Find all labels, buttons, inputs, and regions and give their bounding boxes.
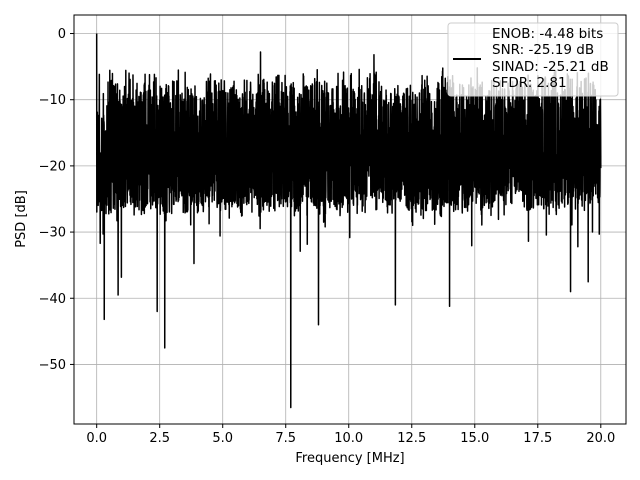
y-tick-label: 0	[58, 27, 66, 42]
y-ticks: 0 −10 −20 −30 −40 −50	[39, 27, 74, 373]
x-tick-label: 10.0	[334, 431, 363, 446]
legend-snr: SNR: -25.19 dB	[492, 42, 594, 58]
legend-sfdr: SFDR: 2.81	[492, 75, 567, 91]
y-tick-label: −20	[39, 159, 66, 174]
x-tick-label: 0.0	[86, 431, 107, 446]
psd-line	[95, 33, 602, 409]
x-ticks: 0.0 2.5 5.0 7.5 10.0 12.5 15.0 17.5 20.0	[86, 424, 615, 446]
legend-sinad: SINAD: -25.21 dB	[492, 59, 609, 75]
axes-frame	[73, 14, 627, 425]
x-axis-label: Frequency [MHz]	[295, 451, 404, 466]
y-axis-label: PSD [dB]	[14, 190, 29, 248]
psd-trace	[95, 33, 602, 409]
x-tick-label: 5.0	[212, 431, 233, 446]
y-tick-label: −10	[39, 93, 66, 108]
x-tick-label: 20.0	[586, 431, 615, 446]
x-tick-label: 2.5	[149, 431, 170, 446]
legend-box	[447, 22, 619, 97]
y-tick-label: −50	[39, 358, 66, 373]
y-tick-label: −40	[39, 292, 66, 307]
x-tick-label: 17.5	[523, 431, 552, 446]
y-tick-label: −30	[39, 226, 66, 241]
x-tick-label: 12.5	[397, 431, 426, 446]
legend-enob: ENOB: -4.48 bits	[492, 26, 603, 42]
x-tick-label: 15.0	[460, 431, 489, 446]
legend: ENOB: -4.48 bits SNR: -25.19 dB SINAD: -…	[447, 22, 619, 97]
x-tick-label: 7.5	[275, 431, 296, 446]
